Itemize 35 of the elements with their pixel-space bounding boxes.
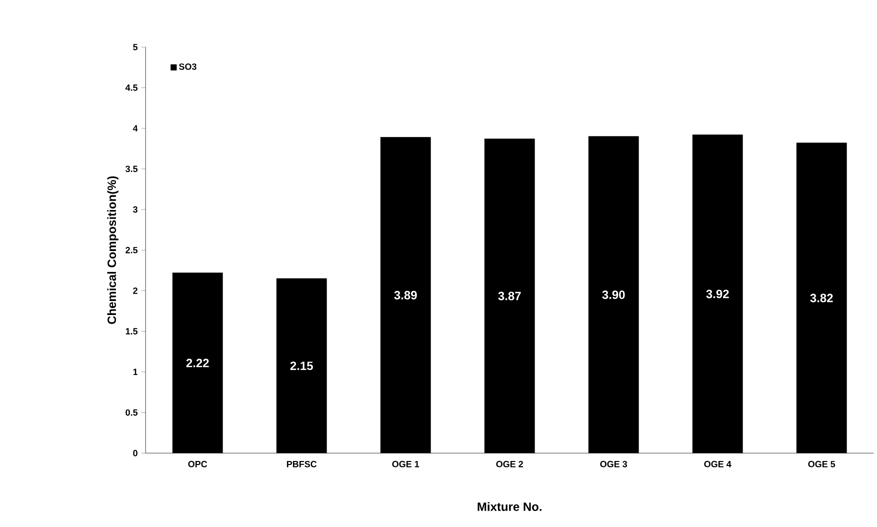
data-label: 3.82 bbox=[810, 294, 833, 302]
x-tick-label: OGE 1 bbox=[392, 460, 420, 468]
x-tick-label: PBFSC bbox=[286, 460, 317, 468]
bar bbox=[796, 142, 847, 454]
y-tick-label: 0.5 bbox=[126, 409, 138, 416]
y-tick-label: 3.5 bbox=[125, 166, 138, 172]
y-tick-label: 2 bbox=[133, 288, 138, 294]
bar bbox=[588, 136, 639, 454]
x-tick-label: OPC bbox=[188, 460, 208, 468]
data-label: 3.92 bbox=[706, 290, 729, 298]
y-tick-label: 0 bbox=[133, 450, 138, 456]
bar bbox=[692, 134, 743, 454]
x-tick-label: OGE 5 bbox=[808, 460, 836, 468]
data-label: 2.22 bbox=[186, 358, 209, 368]
y-tick-label: 4 bbox=[132, 125, 138, 132]
x-tick-label: OGE 4 bbox=[704, 460, 732, 468]
legend-label: SO3 bbox=[179, 63, 196, 70]
data-label: 2.15 bbox=[290, 362, 313, 370]
bar bbox=[276, 278, 327, 454]
y-tick-label: 3 bbox=[133, 206, 138, 213]
data-label: 3.90 bbox=[602, 290, 625, 300]
bar bbox=[172, 272, 223, 454]
y-tick-label: 1 bbox=[133, 368, 138, 376]
bar bbox=[484, 138, 535, 454]
y-axis-title: Chemical Composition(%) bbox=[107, 176, 118, 324]
x-tick-label: OGE 2 bbox=[496, 460, 523, 468]
y-tick-label: 5 bbox=[133, 44, 138, 50]
x-tick-label: OGE 3 bbox=[600, 460, 628, 468]
data-label: 3.87 bbox=[498, 292, 521, 300]
x-axis-title: Mixture No. bbox=[478, 502, 542, 511]
y-tick-label: 2.5 bbox=[126, 246, 138, 254]
bar bbox=[380, 137, 431, 454]
y-tick-label: 1.5 bbox=[126, 328, 138, 334]
y-tick-label: 4.5 bbox=[125, 84, 138, 91]
data-label: 3.89 bbox=[394, 290, 417, 300]
